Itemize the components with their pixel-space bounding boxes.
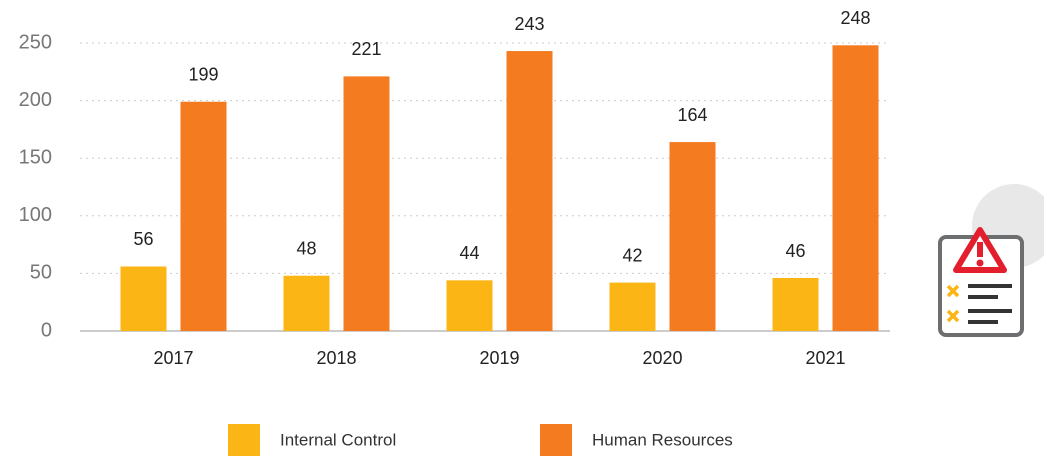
bar (772, 278, 819, 331)
x-tick-label: 2019 (479, 348, 519, 368)
value-label: 221 (351, 39, 381, 59)
text-lines (968, 284, 1012, 324)
value-label: 243 (514, 14, 544, 34)
bar (283, 275, 330, 331)
x-tick-label: 2018 (316, 348, 356, 368)
legend-label: Human Resources (592, 430, 733, 449)
bar (343, 76, 390, 332)
y-tick-label: 200 (19, 89, 52, 111)
warning-bar (977, 242, 983, 257)
value-label: 44 (459, 243, 479, 263)
value-label: 42 (622, 245, 642, 265)
bar (832, 45, 879, 331)
value-label: 56 (133, 229, 153, 249)
bar (180, 101, 227, 331)
x-tick-label: 2021 (805, 348, 845, 368)
value-label: 46 (785, 241, 805, 261)
bar (446, 280, 493, 331)
y-tick-label: 0 (41, 319, 52, 341)
y-tick-label: 150 (19, 146, 52, 168)
value-label: 199 (188, 65, 218, 85)
report-icon (938, 184, 1044, 337)
legend-swatch (228, 424, 260, 456)
value-label: 248 (840, 8, 870, 28)
y-tick-label: 100 (19, 204, 52, 226)
value-label: 164 (677, 105, 707, 125)
legend-label: Internal Control (280, 430, 396, 449)
warning-dot (976, 259, 984, 267)
bar (609, 282, 656, 331)
x-marks (946, 284, 960, 323)
bar (506, 51, 553, 332)
legend-swatch (540, 424, 572, 456)
y-tick-label: 250 (19, 31, 52, 53)
value-label: 48 (296, 238, 316, 258)
y-tick-label: 50 (30, 262, 52, 284)
bar (669, 142, 716, 331)
bar (120, 266, 167, 331)
x-tick-label: 2020 (642, 348, 682, 368)
x-tick-label: 2017 (153, 348, 193, 368)
